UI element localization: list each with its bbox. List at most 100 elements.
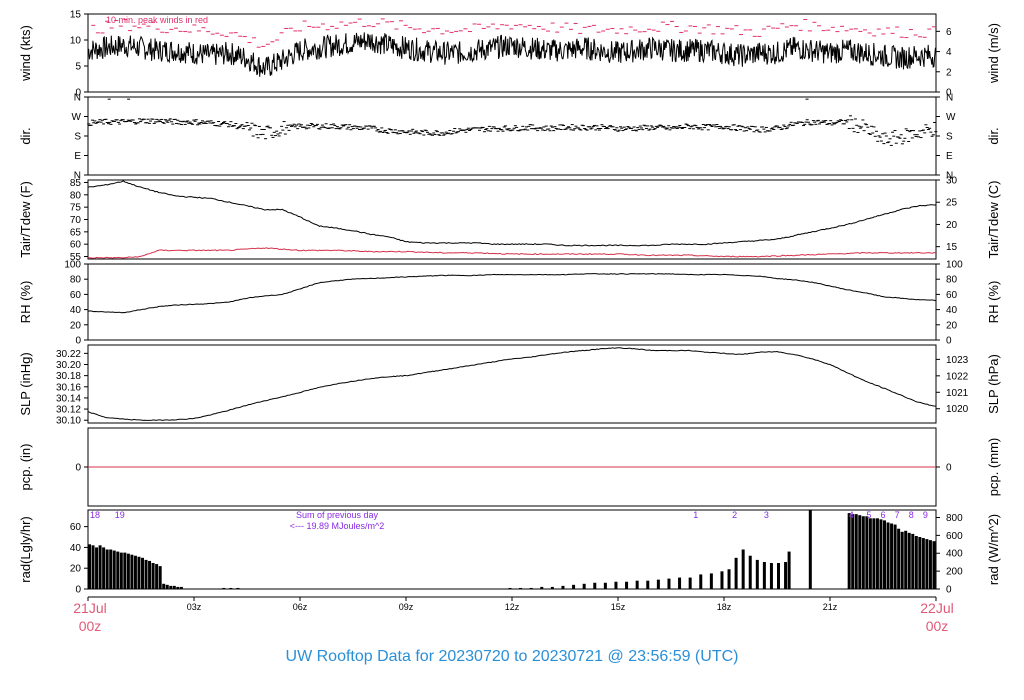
rad-bar <box>932 541 936 589</box>
rad-bar <box>928 540 932 589</box>
rad-bar <box>561 585 565 589</box>
rad-annotation-line-2: <--- 19.89 MJoules/m^2 <box>290 521 385 531</box>
rad-hour-label: 6 <box>880 510 885 520</box>
temp-right-tick-label: 15 <box>946 242 958 253</box>
slp-right-tick-label: 1022 <box>946 371 969 382</box>
wind-ylabel-right: wind (m/s) <box>986 23 1001 84</box>
start-time-label: 00z <box>79 618 102 634</box>
temp-left-tick-label: 85 <box>70 178 82 189</box>
rad-bar <box>158 566 162 589</box>
wind-right-tick-label: 6 <box>946 27 952 38</box>
rad-ylabel: rad(Lgly/hr) <box>18 516 33 582</box>
dir-frame <box>87 96 937 176</box>
dir-right-tick-label: S <box>946 132 953 143</box>
rh-left-tick-label: 20 <box>70 320 82 331</box>
dir-left-tick-label: S <box>74 132 81 143</box>
rad-bar <box>875 518 879 589</box>
rad-bar <box>900 531 904 589</box>
page-title: UW Rooftop Data for 20230720 to 20230721… <box>285 648 739 665</box>
slp-right-tick-label: 1020 <box>946 404 969 415</box>
wind-left-tick-label: 10 <box>70 36 82 47</box>
slp-line <box>87 347 937 421</box>
time-tick-label: 21z <box>823 602 838 612</box>
rad-right-tick-label: 600 <box>946 531 963 542</box>
temp-left-tick-label: 65 <box>70 227 82 238</box>
rad-bar <box>847 513 851 589</box>
rad-bar <box>550 586 554 589</box>
rad-hour-label: 4 <box>849 510 854 520</box>
time-tick-label: 18z <box>717 602 732 612</box>
temp-tdew-line <box>87 247 937 259</box>
rad-bar <box>879 519 883 589</box>
pcp-ylabel: pcp. (in) <box>18 444 33 491</box>
rad-bar <box>625 581 629 589</box>
rad-hour-label: 3 <box>764 510 769 520</box>
temp-frame <box>87 179 937 260</box>
rh-right-tick-label: 60 <box>946 290 958 301</box>
slp-ylabel-right: SLP (hPa) <box>986 354 1001 414</box>
temp-left-tick-label: 55 <box>70 252 82 263</box>
rh-right-tick-label: 40 <box>946 305 958 316</box>
temp-left-tick-label: 80 <box>70 190 82 201</box>
rh-right-tick-label: 0 <box>946 336 952 347</box>
time-tick-label: 09z <box>399 602 414 612</box>
wind-left-tick-label: 15 <box>70 10 82 21</box>
rad-bar <box>116 551 120 589</box>
rad-bar <box>865 516 869 589</box>
rad-bar <box>172 585 176 589</box>
temp-left-tick-label: 75 <box>70 203 82 214</box>
rad-bar <box>508 587 512 589</box>
rh-left-tick-label: 60 <box>70 290 82 301</box>
wind-annotation: 10 min. peak winds in red <box>106 15 208 25</box>
time-tick-label: 15z <box>611 602 626 612</box>
rad-bar <box>126 553 130 589</box>
rh-left-tick-label: 100 <box>64 260 81 271</box>
slp-left-tick-label: 30.22 <box>56 349 81 360</box>
slp-left-tick-label: 30.10 <box>56 416 81 427</box>
rad-bar <box>109 549 113 589</box>
rad-bar <box>921 538 925 589</box>
rad-bar <box>603 582 607 589</box>
dir-left-tick-label: W <box>72 112 82 123</box>
rad-bar <box>914 535 918 589</box>
rad-hour-label: 8 <box>909 510 914 520</box>
rad-left-tick-label: 40 <box>70 543 82 554</box>
time-tick-label: 06z <box>293 602 308 612</box>
rad-bar <box>769 563 773 589</box>
rh-left-tick-label: 80 <box>70 275 82 286</box>
rh-panel: 0 20 40 60 80 100 0 20 40 60 80 100 RH (%) RH (%) <box>18 260 1001 347</box>
rad-bar <box>176 586 180 589</box>
rad-left-tick-label: 60 <box>70 522 82 533</box>
rad-right-tick-label: 800 <box>946 513 963 524</box>
rad-bar <box>667 578 671 589</box>
rad-bar <box>169 585 173 589</box>
rad-bar <box>222 587 226 589</box>
rad-bar <box>148 560 152 589</box>
time-tick-label: 03z <box>187 602 202 612</box>
rh-line <box>87 273 937 314</box>
rad-bar <box>98 545 102 589</box>
rad-bar <box>112 550 116 589</box>
rad-bar <box>734 557 738 589</box>
rad-bar <box>593 582 597 589</box>
rad-hour-label: 1 <box>693 510 698 520</box>
rad-bar <box>741 549 745 589</box>
dir-right-tick-label: E <box>946 151 953 162</box>
temp-right-tick-label: 30 <box>946 176 958 187</box>
rad-bar <box>88 544 91 589</box>
rad-bar <box>229 587 233 589</box>
rad-bar <box>890 523 894 589</box>
rad-bar <box>105 549 109 589</box>
rad-bar <box>162 583 166 589</box>
rh-ylabel-right: RH (%) <box>986 281 1001 324</box>
dir-right-tick-label: N <box>946 171 953 182</box>
rad-bar <box>133 555 137 589</box>
slp-ylabel: SLP (inHg) <box>18 352 33 415</box>
rad-bar <box>893 524 897 589</box>
rad-bar <box>854 514 858 589</box>
slp-left-tick-label: 30.18 <box>56 371 81 382</box>
rad-bar <box>872 518 876 589</box>
temp-left-tick-label: 70 <box>70 215 82 226</box>
